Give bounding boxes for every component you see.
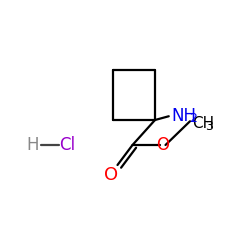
Text: Cl: Cl <box>60 136 76 154</box>
Text: O: O <box>104 166 118 184</box>
Text: 2: 2 <box>189 112 196 125</box>
Text: O: O <box>156 136 169 154</box>
Text: CH: CH <box>192 116 214 131</box>
Text: 3: 3 <box>206 120 214 132</box>
Text: NH: NH <box>171 107 196 125</box>
Text: H: H <box>26 136 39 154</box>
